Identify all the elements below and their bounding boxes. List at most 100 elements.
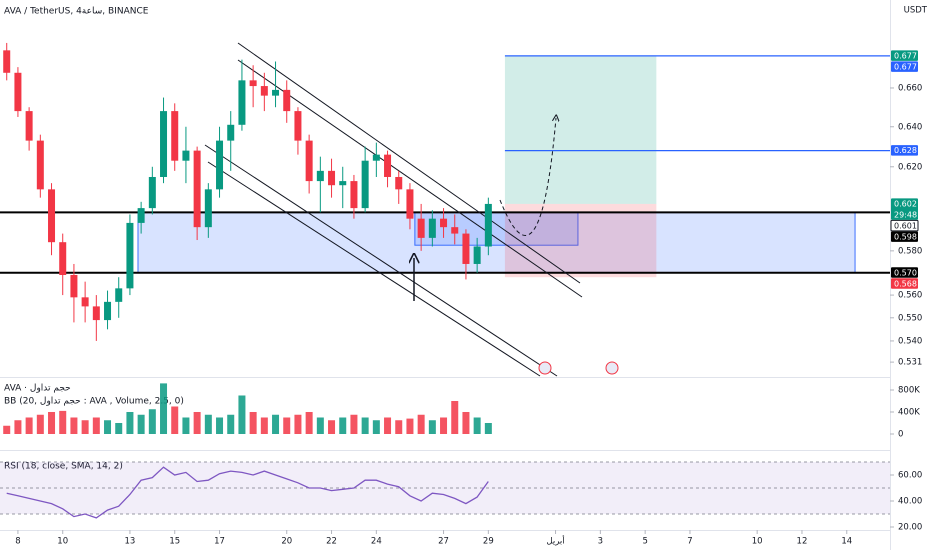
rsi-title: RSI (18, close, SMA, 14, 2) bbox=[4, 462, 123, 472]
price-label: 0.601 bbox=[894, 221, 917, 230]
candle-body bbox=[3, 50, 11, 73]
tick-label: 60.00 bbox=[898, 471, 922, 481]
candle-body bbox=[305, 140, 313, 182]
price-label-box bbox=[891, 61, 918, 72]
candle-body bbox=[148, 176, 156, 209]
tick-label: 14 bbox=[841, 537, 852, 547]
tick-label: 0.531 bbox=[898, 358, 922, 368]
candle-body bbox=[137, 208, 145, 223]
price-label-box bbox=[891, 145, 918, 156]
volume-bar bbox=[148, 409, 156, 434]
volume-bar bbox=[462, 411, 470, 434]
zone bbox=[137, 211, 856, 274]
volume-bar bbox=[260, 417, 268, 434]
candle-body bbox=[160, 111, 168, 177]
volume-bar bbox=[115, 422, 123, 434]
projection-arrow bbox=[499, 118, 556, 236]
volume-bar bbox=[249, 411, 257, 434]
volume-bar bbox=[417, 414, 425, 434]
candle-body bbox=[14, 72, 22, 112]
price-label: 0.568 bbox=[894, 279, 917, 288]
candle-body bbox=[294, 111, 302, 141]
tick-label: 7 bbox=[687, 537, 692, 547]
volume-bar bbox=[14, 420, 22, 434]
volume-bar bbox=[137, 414, 145, 434]
volume-bar bbox=[316, 417, 324, 434]
tick-label: 0.540 bbox=[898, 336, 922, 346]
volume-bar bbox=[406, 418, 414, 434]
tick-label: 20.00 bbox=[898, 523, 922, 533]
tick-label: 0.640 bbox=[898, 122, 922, 132]
volume-bar bbox=[395, 420, 403, 434]
tick-label: 0.550 bbox=[898, 313, 922, 323]
candle-body bbox=[361, 160, 369, 209]
tick-label: 12 bbox=[797, 537, 808, 547]
volume-bar bbox=[216, 417, 224, 434]
candle-body bbox=[350, 181, 358, 209]
tick-label: 22 bbox=[326, 537, 337, 547]
volume-bar bbox=[339, 417, 347, 434]
candle-body bbox=[25, 111, 33, 141]
candle-body bbox=[372, 154, 380, 161]
tick-label: 20 bbox=[281, 537, 292, 547]
tick-label: 24 bbox=[371, 537, 382, 547]
price-label-box bbox=[891, 198, 918, 220]
volume-bar bbox=[484, 422, 492, 434]
levels bbox=[0, 55, 890, 274]
event-flag[interactable] bbox=[605, 361, 619, 375]
volume-bar bbox=[328, 420, 336, 434]
candle-body bbox=[104, 301, 112, 321]
volume-title: AVA · حجم تداول bbox=[4, 384, 71, 394]
volume-bar bbox=[59, 410, 67, 434]
price-label: 0.628 bbox=[894, 146, 917, 155]
candle-body bbox=[283, 89, 291, 112]
zone bbox=[414, 211, 579, 246]
volume-bar bbox=[384, 417, 392, 434]
candle-body bbox=[451, 227, 459, 234]
price-label: 0.677 bbox=[894, 51, 917, 60]
tick-label: 0.580 bbox=[898, 246, 922, 256]
tick-label: 10 bbox=[752, 537, 763, 547]
candles bbox=[3, 42, 492, 341]
volume-bar bbox=[283, 417, 291, 434]
zone bbox=[504, 55, 657, 204]
price-label-box bbox=[891, 278, 918, 289]
candle-body bbox=[417, 218, 425, 238]
volume-bar bbox=[238, 395, 246, 434]
tick-label: 17 bbox=[214, 537, 225, 547]
candle-body bbox=[48, 189, 56, 243]
volume-bar bbox=[227, 414, 235, 434]
volume-bar bbox=[36, 414, 44, 434]
tick-label: 29 bbox=[483, 537, 494, 547]
candle-body bbox=[440, 218, 448, 228]
zone bbox=[504, 203, 657, 278]
volume-bar bbox=[440, 417, 448, 434]
candle-body bbox=[428, 218, 436, 238]
candle-body bbox=[193, 150, 201, 228]
candle-body bbox=[384, 154, 392, 177]
candle-body bbox=[238, 80, 246, 125]
volume-bar bbox=[451, 400, 459, 434]
event-flag[interactable] bbox=[538, 361, 552, 375]
candle-body bbox=[216, 140, 224, 190]
price-label: 0.570 bbox=[894, 268, 917, 277]
candle-body bbox=[339, 181, 347, 186]
candle-body bbox=[70, 274, 78, 298]
volume-bar bbox=[92, 417, 100, 434]
volume-bar bbox=[193, 411, 201, 434]
candle-body bbox=[484, 203, 492, 247]
tick-label: 0.620 bbox=[898, 162, 922, 172]
price-label-box bbox=[891, 231, 918, 242]
tick-label: 5 bbox=[642, 537, 647, 547]
price-label: 0.677 bbox=[894, 62, 917, 71]
volume-bar bbox=[104, 420, 112, 434]
rsi-line bbox=[6, 466, 489, 519]
price-label-box bbox=[891, 267, 918, 278]
symbol-title: AVA / TetherUS, 4ساعة, BINANCE bbox=[4, 7, 149, 17]
candle-body bbox=[406, 189, 414, 219]
volume-bar bbox=[272, 414, 280, 434]
price-label: 0.602 bbox=[894, 199, 917, 208]
tick-label: 0.560 bbox=[898, 291, 922, 301]
zones bbox=[137, 55, 856, 278]
